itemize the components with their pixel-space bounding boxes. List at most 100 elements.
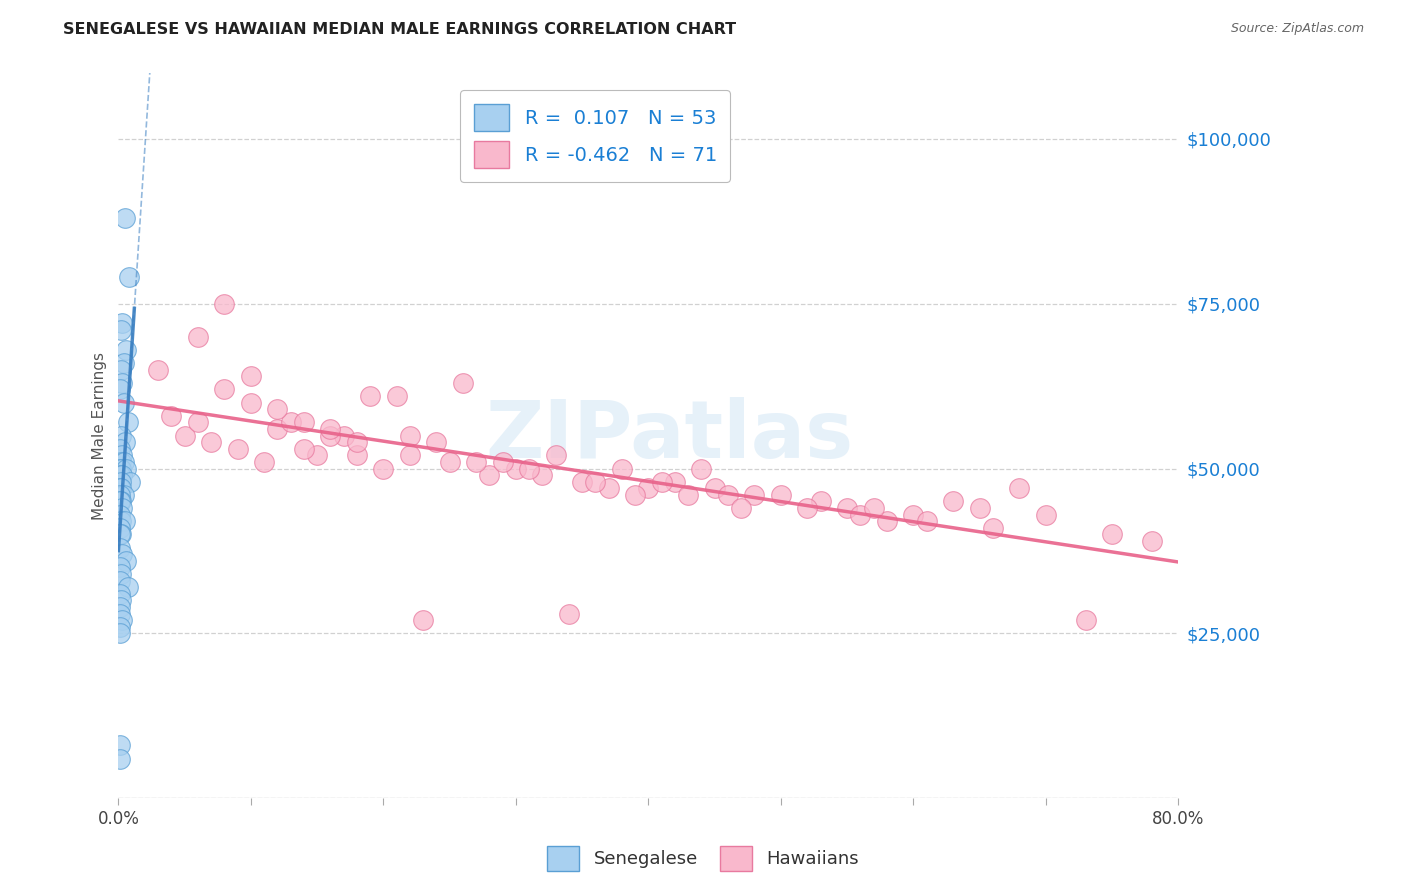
Point bbox=[730, 501, 752, 516]
Point bbox=[465, 455, 488, 469]
Point bbox=[583, 475, 606, 489]
Point bbox=[108, 541, 131, 555]
Point bbox=[610, 461, 633, 475]
Point bbox=[115, 343, 138, 357]
Point bbox=[111, 317, 134, 331]
Point bbox=[118, 270, 141, 285]
Point bbox=[332, 428, 354, 442]
Point bbox=[239, 395, 262, 409]
Text: ZIPatlas: ZIPatlas bbox=[485, 397, 853, 475]
Point bbox=[110, 362, 132, 376]
Point bbox=[110, 481, 132, 495]
Point bbox=[544, 448, 567, 462]
Point bbox=[120, 475, 142, 489]
Point bbox=[942, 494, 965, 508]
Point bbox=[117, 416, 139, 430]
Point bbox=[558, 607, 581, 621]
Point bbox=[266, 402, 288, 417]
Point bbox=[266, 422, 288, 436]
Point bbox=[111, 448, 134, 462]
Point bbox=[108, 508, 131, 522]
Point bbox=[624, 488, 647, 502]
Point bbox=[110, 566, 132, 581]
Point bbox=[292, 416, 315, 430]
Point bbox=[359, 389, 381, 403]
Point bbox=[373, 461, 395, 475]
Point bbox=[280, 416, 302, 430]
Point bbox=[876, 514, 898, 528]
Point bbox=[200, 435, 222, 450]
Point bbox=[111, 376, 134, 390]
Point bbox=[690, 461, 713, 475]
Point bbox=[117, 580, 139, 594]
Point bbox=[148, 362, 170, 376]
Point bbox=[108, 521, 131, 535]
Point bbox=[1101, 527, 1123, 541]
Point bbox=[110, 494, 132, 508]
Point bbox=[412, 613, 434, 627]
Point bbox=[703, 481, 725, 495]
Point bbox=[108, 739, 131, 753]
Point bbox=[110, 527, 132, 541]
Point bbox=[1035, 508, 1057, 522]
Point bbox=[187, 416, 209, 430]
Point bbox=[214, 383, 236, 397]
Point bbox=[115, 461, 138, 475]
Point bbox=[835, 501, 858, 516]
Point bbox=[346, 448, 368, 462]
Point bbox=[214, 296, 236, 310]
Point bbox=[1008, 481, 1031, 495]
Point bbox=[108, 607, 131, 621]
Point bbox=[187, 329, 209, 343]
Point bbox=[399, 428, 422, 442]
Point bbox=[110, 593, 132, 607]
Point bbox=[239, 369, 262, 384]
Point bbox=[253, 455, 276, 469]
Point bbox=[111, 613, 134, 627]
Point bbox=[796, 501, 818, 516]
Point bbox=[319, 422, 342, 436]
Point bbox=[981, 521, 1004, 535]
Point bbox=[108, 587, 131, 601]
Point bbox=[108, 527, 131, 541]
Point bbox=[676, 488, 699, 502]
Point bbox=[862, 501, 884, 516]
Point bbox=[108, 494, 131, 508]
Point bbox=[478, 468, 501, 483]
Point bbox=[915, 514, 938, 528]
Point bbox=[111, 501, 134, 516]
Point bbox=[112, 395, 135, 409]
Point bbox=[969, 501, 991, 516]
Point bbox=[108, 461, 131, 475]
Point bbox=[108, 574, 131, 588]
Point bbox=[108, 488, 131, 502]
Point bbox=[110, 323, 132, 337]
Point bbox=[307, 448, 329, 462]
Legend: Senegalese, Hawaiians: Senegalese, Hawaiians bbox=[540, 838, 866, 879]
Point bbox=[439, 455, 461, 469]
Point bbox=[110, 475, 132, 489]
Point bbox=[112, 356, 135, 370]
Legend: R =  0.107   N = 53, R = -0.462   N = 71: R = 0.107 N = 53, R = -0.462 N = 71 bbox=[460, 90, 730, 182]
Point bbox=[319, 428, 342, 442]
Text: SENEGALESE VS HAWAIIAN MEDIAN MALE EARNINGS CORRELATION CHART: SENEGALESE VS HAWAIIAN MEDIAN MALE EARNI… bbox=[63, 22, 737, 37]
Point bbox=[637, 481, 659, 495]
Point bbox=[108, 481, 131, 495]
Point bbox=[173, 428, 195, 442]
Point bbox=[112, 488, 135, 502]
Point bbox=[598, 481, 620, 495]
Point bbox=[110, 455, 132, 469]
Point bbox=[108, 751, 131, 765]
Point bbox=[110, 461, 132, 475]
Point bbox=[451, 376, 474, 390]
Point bbox=[849, 508, 872, 522]
Point bbox=[717, 488, 740, 502]
Point bbox=[114, 211, 136, 225]
Point bbox=[531, 468, 554, 483]
Point bbox=[810, 494, 832, 508]
Point bbox=[399, 448, 422, 462]
Point bbox=[385, 389, 408, 403]
Point bbox=[111, 468, 134, 483]
Point bbox=[571, 475, 593, 489]
Point bbox=[1140, 534, 1163, 549]
